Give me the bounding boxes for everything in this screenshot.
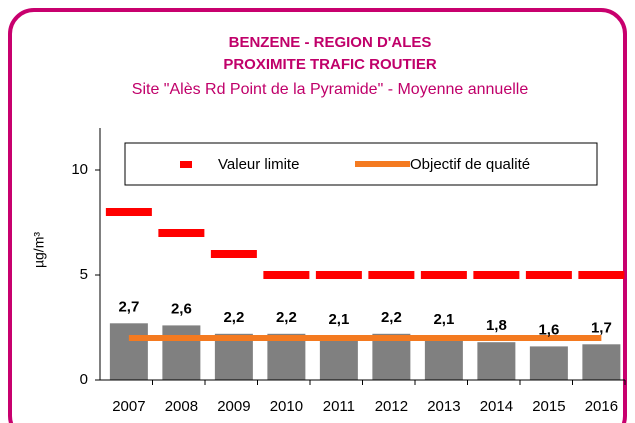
data-label: 2,1 bbox=[433, 311, 454, 328]
limit-dash bbox=[105, 208, 152, 216]
legend-swatch bbox=[180, 161, 192, 168]
bar bbox=[372, 333, 411, 380]
limit-dash bbox=[420, 271, 467, 279]
y-axis-label: µg/m³ bbox=[31, 232, 47, 268]
limit-dash bbox=[578, 271, 625, 279]
data-label: 2,7 bbox=[118, 298, 139, 315]
frame bbox=[8, 8, 627, 423]
data-label: 2,2 bbox=[381, 309, 402, 326]
x-tick-label: 2009 bbox=[217, 398, 250, 415]
legend-label: Objectif de qualité bbox=[410, 156, 530, 173]
x-tick-label: 2008 bbox=[165, 398, 198, 415]
limit-dash bbox=[210, 250, 257, 258]
x-tick-label: 2015 bbox=[532, 398, 565, 415]
bar bbox=[582, 344, 621, 380]
bar bbox=[267, 333, 306, 380]
limit-dash bbox=[368, 271, 415, 279]
data-label: 2,2 bbox=[223, 309, 244, 326]
bar bbox=[477, 342, 516, 380]
data-label: 1,8 bbox=[486, 317, 507, 334]
limit-dash bbox=[525, 271, 572, 279]
chart-title: PROXIMITE TRAFIC ROUTIER bbox=[223, 56, 437, 73]
data-label: 1,7 bbox=[591, 319, 612, 336]
x-tick-label: 2011 bbox=[323, 398, 355, 415]
data-label: 2,6 bbox=[171, 300, 192, 317]
x-tick-label: 2007 bbox=[112, 398, 145, 415]
bar bbox=[214, 333, 253, 380]
x-tick-label: 2013 bbox=[427, 398, 460, 415]
x-tick-label: 2014 bbox=[480, 398, 513, 415]
data-label: 1,6 bbox=[538, 321, 559, 338]
limit-dash bbox=[158, 229, 205, 237]
bar bbox=[319, 335, 358, 380]
data-label: 2,1 bbox=[328, 311, 349, 328]
limit-dash bbox=[473, 271, 520, 279]
bar bbox=[109, 323, 148, 380]
limit-dash bbox=[263, 271, 310, 279]
data-label: 2,2 bbox=[276, 309, 297, 326]
x-tick-label: 2016 bbox=[585, 398, 618, 415]
bar bbox=[162, 325, 201, 380]
x-tick-label: 2012 bbox=[375, 398, 408, 415]
legend-label: Valeur limite bbox=[218, 156, 299, 173]
bar bbox=[424, 335, 463, 380]
y-tick-label: 5 bbox=[80, 266, 88, 283]
chart-subtitle: Site "Alès Rd Point de la Pyramide" - Mo… bbox=[132, 81, 529, 98]
bar bbox=[529, 346, 568, 380]
limit-dash bbox=[315, 271, 362, 279]
y-tick-label: 0 bbox=[80, 371, 88, 388]
y-tick-label: 10 bbox=[71, 161, 88, 178]
chart-title: BENZENE - REGION D'ALES bbox=[229, 34, 432, 51]
x-tick-label: 2010 bbox=[270, 398, 303, 415]
